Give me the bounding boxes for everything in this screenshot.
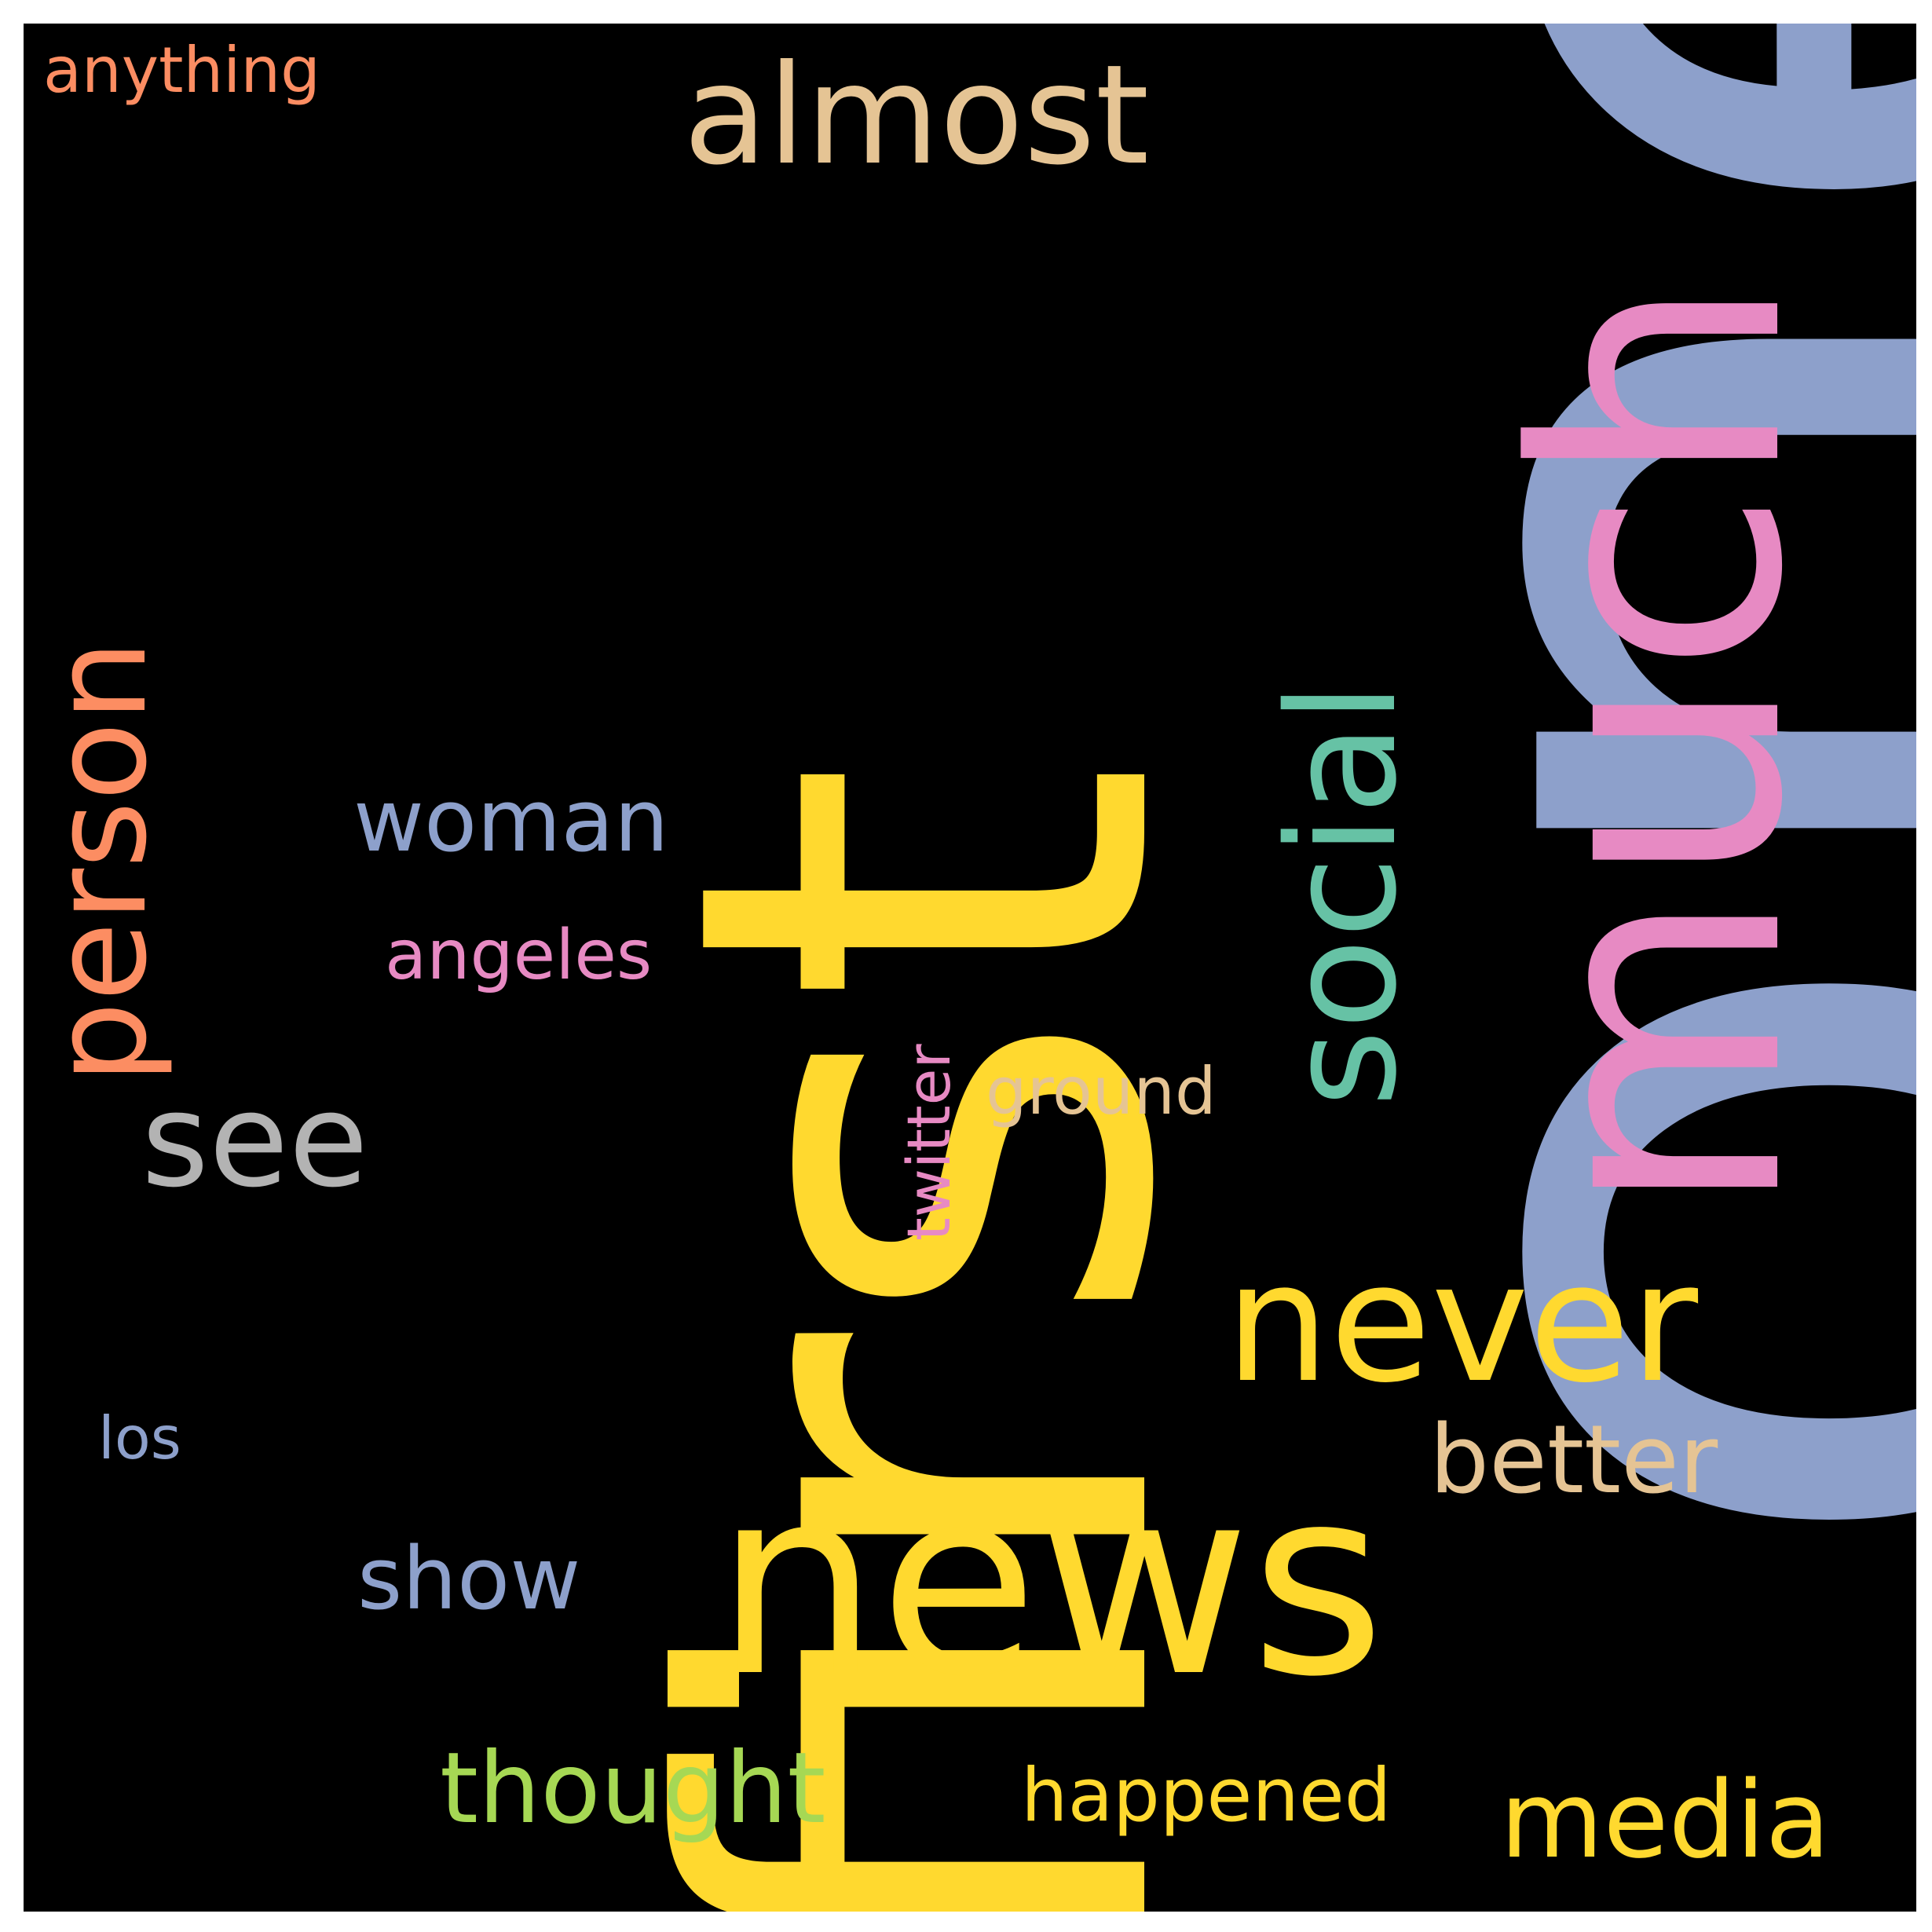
word-ground: ground <box>986 1053 1217 1129</box>
word-los: los <box>98 1403 181 1473</box>
word-see: see <box>141 1065 368 1216</box>
word-media: media <box>1500 1758 1831 1882</box>
word-almost: almost <box>683 36 1150 196</box>
word-happened: happened <box>1021 1753 1392 1839</box>
word-never: never <box>1225 1227 1699 1419</box>
word-social: social <box>1256 682 1429 1107</box>
word-news: news <box>715 1432 1386 1733</box>
word-anything: anything <box>43 34 320 107</box>
word-cloud: one first much news almost social person… <box>24 24 1916 1912</box>
word-thought: thought <box>440 1732 826 1846</box>
word-much: much <box>1465 274 1857 1217</box>
word-woman: woman <box>353 770 669 871</box>
word-person: person <box>24 639 175 1084</box>
word-twitter: twitter <box>894 1044 964 1241</box>
word-angeles: angeles <box>385 915 653 995</box>
word-better: better <box>1429 1406 1718 1515</box>
word-show: show <box>357 1528 581 1629</box>
